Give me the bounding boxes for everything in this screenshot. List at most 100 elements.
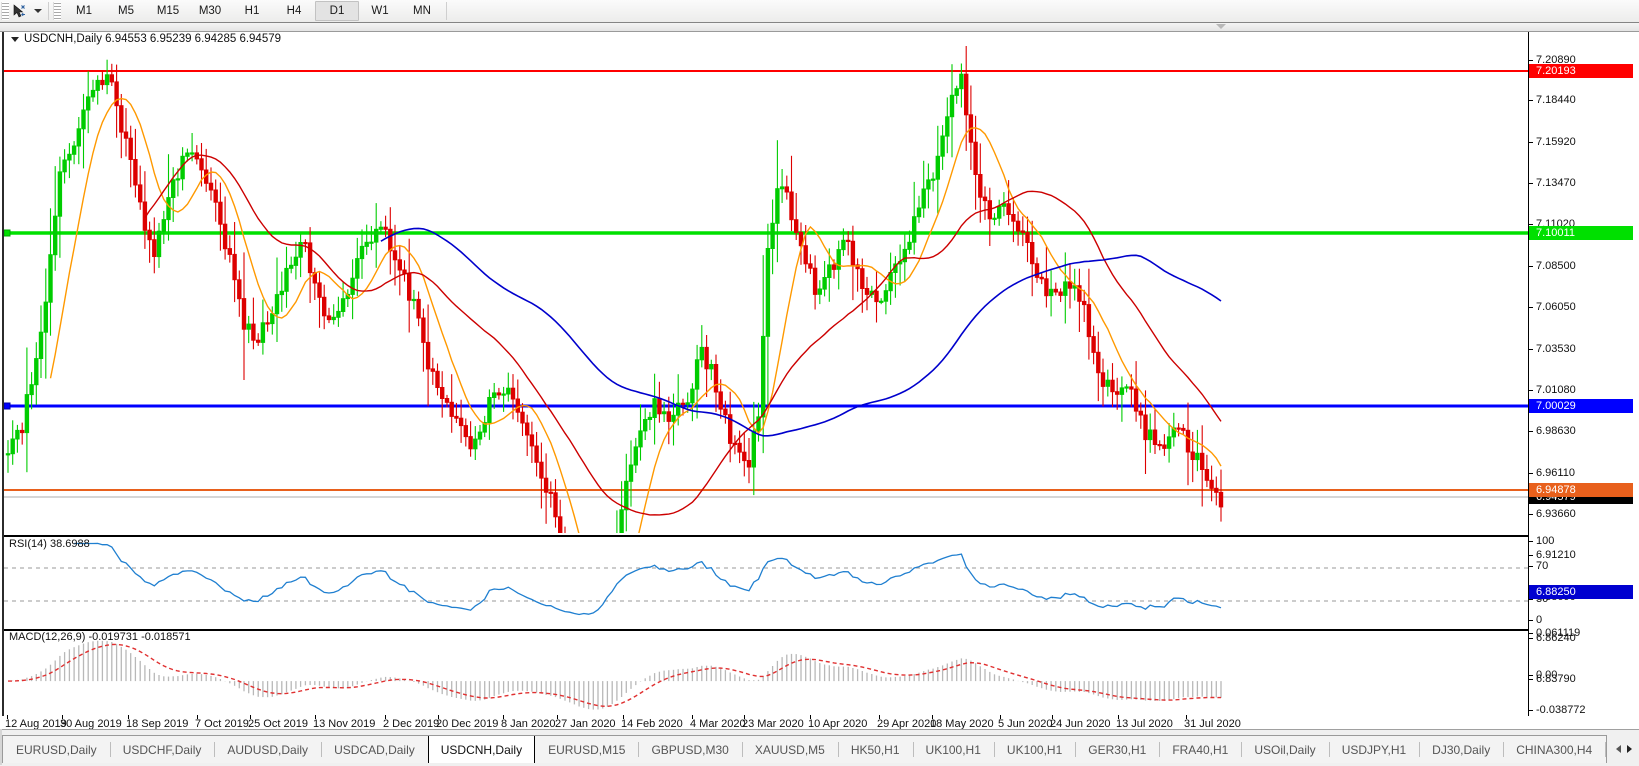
timeframe-m5[interactable]: M5 xyxy=(118,5,134,17)
chart-tab-fra40-h1[interactable]: FRA40,H1 xyxy=(1159,736,1241,763)
tick-label: 0.061119 xyxy=(1536,627,1581,639)
date-tick xyxy=(315,715,316,719)
timeframe-d1[interactable]: D1 xyxy=(315,1,359,21)
price-tick: 6.83790 xyxy=(1529,673,1639,686)
tick-label: 7.06050 xyxy=(1536,301,1576,313)
date-axis-label: 24 Jun 2020 xyxy=(1050,718,1111,730)
timeframe-m30[interactable]: M30 xyxy=(198,5,222,17)
tick-label: 7.18440 xyxy=(1536,94,1576,106)
chart-tab-usdjpy-h1[interactable]: USDJPY,H1 xyxy=(1328,736,1419,763)
chart-plot-area[interactable]: USDCNH,Daily 6.94553 6.95239 6.94285 6.9… xyxy=(2,32,1530,716)
chart-tab-uk100-h1[interactable]: UK100,H1 xyxy=(912,736,994,763)
chart-tab-dj30-daily[interactable]: DJ30,Daily xyxy=(1419,736,1503,763)
tick-label: 6.91210 xyxy=(1536,549,1576,561)
triangle-down-icon[interactable] xyxy=(11,36,19,42)
chart-tab-eurusd-daily[interactable]: EURUSD,Daily xyxy=(16,742,97,757)
chart-tab-usdchf-daily[interactable]: USDCHF,Daily xyxy=(109,736,215,763)
timeframe-grip[interactable] xyxy=(53,2,61,20)
cursor-crosshair-icon[interactable] xyxy=(9,1,31,21)
date-axis-label: 18 Sep 2019 xyxy=(126,718,189,730)
date-axis-label: 14 Feb 2020 xyxy=(621,718,683,730)
rsi-line-layer xyxy=(4,542,1530,616)
tick-label: 6.93660 xyxy=(1536,508,1576,520)
price-scale[interactable]: 7.20890 7.18440 7.15920 7.13470 7.11020 7.085… xyxy=(1528,32,1639,716)
chart-tab-usdcad-daily[interactable]: USDCAD,Daily xyxy=(321,736,428,763)
tick-mark xyxy=(1529,638,1533,639)
tick-mark xyxy=(1529,710,1533,711)
timeframe-m1[interactable]: M1 xyxy=(76,5,92,17)
date-tick xyxy=(197,715,198,719)
tick-label: 7.01080 xyxy=(1536,384,1576,396)
tick-label: 7.08500 xyxy=(1536,260,1576,272)
price-label-support-blue[interactable]: 6.88250 xyxy=(1529,585,1633,599)
chart-tab-eurusd-m15[interactable]: EURUSD,M15 xyxy=(548,742,626,757)
tick-mark xyxy=(1529,599,1533,600)
tick-label: 7.15920 xyxy=(1536,136,1576,148)
tick-label: 100 xyxy=(1536,535,1555,547)
price-tick: 7.01080 xyxy=(1529,384,1639,397)
tabbar-corner xyxy=(0,729,2,765)
price-tick: 7.03530 xyxy=(1529,343,1639,356)
tick-label: 70 xyxy=(1536,560,1549,572)
date-axis-label: 27 Jan 2020 xyxy=(555,718,616,730)
tick-mark xyxy=(1529,183,1533,184)
timeframe-h1[interactable]: H1 xyxy=(244,5,260,17)
date-tick xyxy=(744,715,745,719)
chart-tab-ger30-h1[interactable]: GER30,H1 xyxy=(1075,736,1159,763)
tick-mark xyxy=(1529,473,1533,474)
price-label-level-blue[interactable]: 7.00029 xyxy=(1529,399,1633,413)
triangle-right-icon[interactable] xyxy=(1627,745,1632,753)
tick-label: 7.13470 xyxy=(1536,177,1576,189)
triangle-left-icon[interactable] xyxy=(1616,745,1621,753)
date-axis-label: 2 Dec 2019 xyxy=(383,718,440,730)
tick-label: 0 xyxy=(1536,614,1543,626)
chart-tab-china300-h4[interactable]: CHINA300,H4 xyxy=(1503,736,1605,763)
tick-mark xyxy=(1529,349,1533,350)
timeframe-m15[interactable]: M15 xyxy=(156,5,180,17)
macd-label: MACD(12,26,9) -0.019731 -0.018571 xyxy=(9,631,191,643)
tick-label: 6.96110 xyxy=(1536,467,1575,479)
toolbar-grip[interactable] xyxy=(1,2,9,20)
date-tick xyxy=(623,715,624,719)
chevron-down-icon[interactable] xyxy=(31,1,45,21)
chart-tab-usoil-d[interactable]: USOil,D xyxy=(1605,736,1606,763)
chart-tabs: EURUSD,Daily USDCHF,Daily AUDUSD,Daily USDC… xyxy=(2,735,1607,763)
rsi-pane[interactable]: RSI(14) 38.6988 xyxy=(4,535,1530,631)
date-tick xyxy=(128,715,129,719)
date-axis-label: 25 Oct 2019 xyxy=(248,718,308,730)
tick-mark xyxy=(1529,514,1533,515)
price-pane[interactable]: USDCNH,Daily 6.94553 6.95239 6.94285 6.9… xyxy=(4,32,1530,533)
date-axis-label: 13 Jul 2020 xyxy=(1116,718,1173,730)
tick-mark xyxy=(1529,620,1533,621)
price-label-resistance-red[interactable]: 7.20193 xyxy=(1529,64,1633,78)
chart-tab-usoil-daily[interactable]: USOil,Daily xyxy=(1241,736,1328,763)
macd-histogram-layer xyxy=(7,640,1222,710)
chart-tab-uk100-h1[interactable]: UK100,H1 xyxy=(993,736,1075,763)
price-label-level-green[interactable]: 7.10011 xyxy=(1529,226,1633,240)
chart-tab-gbpusd-m30[interactable]: GBPUSD,M30 xyxy=(638,736,741,763)
date-axis: 12 Aug 2019 30 Aug 2019 18 Sep 2019 7 Oct 2… xyxy=(2,715,1528,734)
tick-mark xyxy=(1529,555,1533,556)
timeframe-h4[interactable]: H4 xyxy=(286,5,302,17)
date-axis-label: 13 Nov 2019 xyxy=(313,718,376,730)
chart-tab-xauusd-m5[interactable]: XAUUSD,M5 xyxy=(741,736,838,763)
tick-label: 0.00 xyxy=(1536,669,1558,681)
date-axis-label: 10 Apr 2020 xyxy=(808,718,868,730)
chart-tab-hk50-h1[interactable]: HK50,H1 xyxy=(837,736,913,763)
date-tick xyxy=(385,715,386,719)
tick-mark xyxy=(1529,60,1533,61)
date-axis-label: 12 Aug 2019 xyxy=(5,718,67,730)
chart-tab-audusd-daily[interactable]: AUDUSD,Daily xyxy=(214,736,321,763)
window-collapse-icon[interactable] xyxy=(1216,24,1226,29)
chart-tab-usdcnh-daily[interactable]: USDCNH,Daily xyxy=(427,736,536,763)
top-toolbar: M1 M5 M15 M30 H1 H4 D1 W1 MN xyxy=(0,0,1639,23)
macd-pane[interactable]: MACD(12,26,9) -0.019731 -0.018571 xyxy=(4,629,1530,717)
rsi-label: RSI(14) 38.6988 xyxy=(9,538,90,550)
date-axis-label: 4 Mar 2020 xyxy=(690,718,746,730)
price-label-level-orange-upper[interactable]: 6.94878 xyxy=(1529,483,1633,497)
timeframe-w1[interactable]: W1 xyxy=(371,5,389,17)
date-axis-label: 31 Jul 2020 xyxy=(1184,718,1241,730)
timeframe-mn[interactable]: MN xyxy=(413,5,431,17)
tick-mark xyxy=(1529,390,1533,391)
date-tick xyxy=(810,715,811,719)
